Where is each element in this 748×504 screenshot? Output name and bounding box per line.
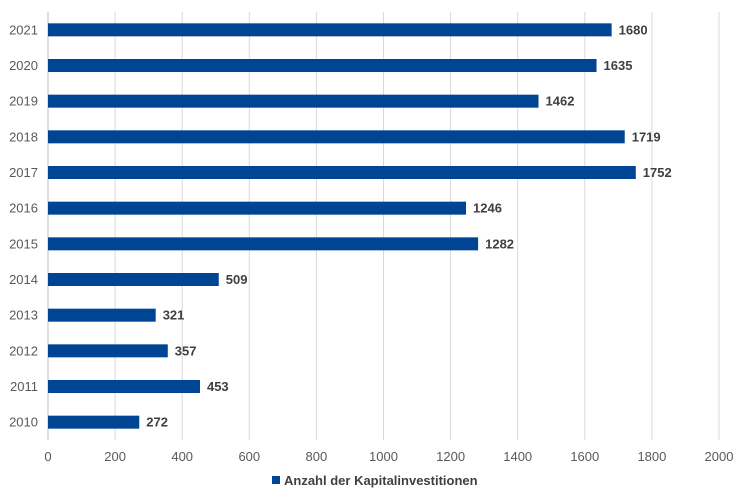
data-label: 272: [146, 415, 168, 430]
x-tick-label: 2000: [705, 449, 734, 464]
data-label: 1282: [485, 236, 514, 251]
legend-swatch: [272, 476, 280, 484]
grid-lines: [47, 12, 720, 440]
bar: [48, 94, 539, 108]
category-axis: 2010 2011 2012 2013 2014 2015 2016 2017 2018 2019…: [9, 22, 38, 429]
x-tick-label: 800: [306, 449, 328, 464]
bar: [48, 273, 219, 286]
data-label: 321: [163, 308, 185, 323]
x-tick-label: 1800: [637, 449, 666, 464]
x-tick-label: 1000: [369, 449, 398, 464]
bar: [48, 166, 636, 179]
x-tick-label: 1400: [503, 449, 532, 464]
data-label: 357: [175, 343, 197, 358]
y-category-label: 2010: [9, 415, 38, 430]
y-category-label: 2013: [9, 308, 38, 323]
data-label: 509: [226, 272, 248, 287]
x-tick-label: 400: [171, 449, 193, 464]
y-category-label: 2017: [9, 165, 38, 180]
data-label: 1462: [546, 94, 575, 109]
bars: [48, 23, 636, 429]
x-tick-label: 200: [104, 449, 126, 464]
bar: [48, 130, 625, 144]
y-category-label: 2021: [9, 22, 38, 37]
data-label: 1246: [473, 201, 502, 216]
y-category-label: 2016: [9, 201, 38, 216]
x-tick-label: 0: [44, 449, 51, 464]
y-category-label: 2011: [10, 379, 38, 394]
bar: [48, 415, 140, 429]
legend-label: Anzahl der Kapitalinvestitionen: [284, 473, 478, 488]
data-label: 1680: [619, 22, 648, 37]
bar: [48, 380, 200, 393]
bar: [48, 201, 467, 215]
data-label: 1635: [604, 58, 633, 73]
x-tick-label: 1600: [570, 449, 599, 464]
data-labels: 272 453 357 321 509 1282 1246 1752 1719 1462 1635 1…: [146, 22, 671, 429]
bar: [48, 308, 156, 322]
value-axis: 0 200 400 600 800 1000 1200 1400 1600 1800 2000: [44, 449, 733, 464]
bar: [48, 59, 597, 72]
bar: [48, 237, 479, 251]
y-category-label: 2014: [9, 272, 38, 287]
y-category-label: 2019: [9, 94, 38, 109]
x-tick-label: 600: [238, 449, 260, 464]
bar: [48, 344, 168, 358]
data-label: 1719: [632, 129, 661, 144]
y-category-label: 2020: [9, 58, 38, 73]
legend: Anzahl der Kapitalinvestitionen: [272, 473, 478, 488]
y-category-label: 2012: [9, 343, 38, 358]
y-category-label: 2018: [9, 129, 38, 144]
bar: [48, 23, 612, 37]
data-label: 1752: [643, 165, 672, 180]
data-label: 453: [207, 379, 229, 394]
x-tick-label: 1200: [436, 449, 465, 464]
y-category-label: 2015: [9, 236, 38, 251]
